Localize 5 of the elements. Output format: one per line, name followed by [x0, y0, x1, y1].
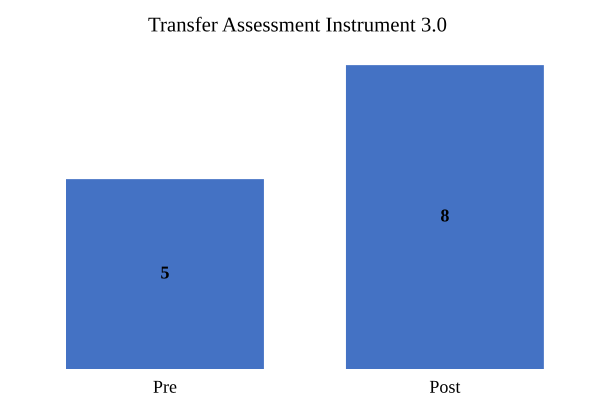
chart-title: Transfer Assessment Instrument 3.0	[148, 16, 446, 32]
data-label: 8	[441, 209, 449, 222]
x-tick-label: Pre	[153, 380, 176, 393]
x-tick-label: Post	[430, 380, 460, 393]
data-label: 5	[161, 266, 169, 279]
